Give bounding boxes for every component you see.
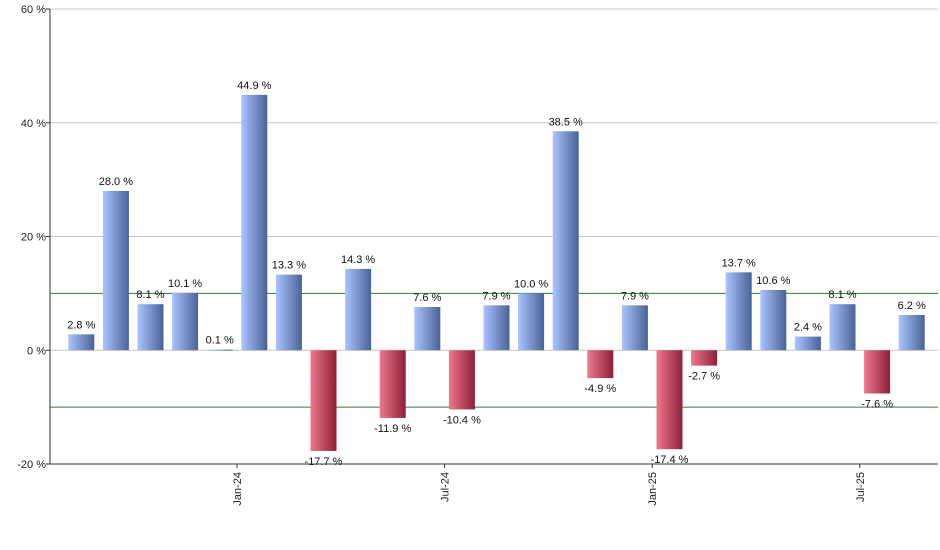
bar <box>621 305 648 351</box>
data-label: 13.7 % <box>722 257 756 269</box>
x-tick-label: Jan-24 <box>232 472 244 506</box>
bar <box>656 350 683 450</box>
bar <box>483 305 510 351</box>
y-tick-label: -20 % <box>17 459 46 471</box>
bar <box>587 350 614 379</box>
data-label: -11.9 % <box>374 423 411 435</box>
bar <box>414 307 441 351</box>
bar <box>275 274 302 351</box>
bars <box>68 94 925 451</box>
data-label: 14.3 % <box>341 254 375 266</box>
y-tick-label: 20 % <box>21 232 46 244</box>
data-label: 7.9 % <box>621 290 649 302</box>
bar <box>864 350 891 394</box>
data-label: 2.8 % <box>67 319 95 331</box>
bar <box>552 131 579 351</box>
data-label: -2.7 % <box>688 371 720 383</box>
y-tick-label: 60 % <box>21 4 46 16</box>
data-label: 7.9 % <box>482 290 510 302</box>
bar <box>448 350 475 410</box>
bar <box>829 304 856 351</box>
data-label: 2.4 % <box>794 322 822 334</box>
data-label: 7.6 % <box>413 292 441 304</box>
data-labels: 2.8 % 28.0 % 8.1 % 10.1 % 0.1 % 44.9 % 13.3 % -… <box>67 80 926 468</box>
data-label: 44.9 % <box>237 80 271 92</box>
data-label: 10.0 % <box>514 278 548 290</box>
bar <box>206 349 233 351</box>
bar <box>102 191 129 351</box>
x-tick-label: Jul-24 <box>440 472 452 502</box>
bar <box>725 272 752 351</box>
data-label: 8.1 % <box>828 289 856 301</box>
data-label: -7.6 % <box>861 398 893 410</box>
data-label: -4.9 % <box>584 383 616 395</box>
y-tick-label: 0 % <box>27 345 46 357</box>
bar <box>172 292 199 351</box>
data-label: -17.4 % <box>651 454 689 466</box>
bar <box>898 314 925 351</box>
data-label: -10.4 % <box>443 414 481 426</box>
data-label: 13.3 % <box>272 260 306 272</box>
bar <box>794 336 821 351</box>
bar <box>518 293 545 351</box>
data-label: 28.0 % <box>99 176 133 188</box>
bar <box>310 350 337 451</box>
bar <box>345 268 372 351</box>
bar <box>379 350 406 418</box>
x-tick-label: Jan-25 <box>647 472 659 506</box>
data-label: 10.6 % <box>756 275 790 287</box>
bar <box>137 304 164 351</box>
data-label: 0.1 % <box>206 335 234 347</box>
data-label: 10.1 % <box>168 278 202 290</box>
data-label: -17.7 % <box>305 456 343 468</box>
x-tick-label: Jul-25 <box>855 472 867 502</box>
bar <box>68 334 95 351</box>
data-label: 38.5 % <box>549 116 583 128</box>
data-label: 6.2 % <box>898 300 926 312</box>
bar <box>760 289 787 351</box>
y-tick-label: 40 % <box>21 118 46 130</box>
bar <box>691 350 718 366</box>
axes: -20 % 0 % 20 % 40 % 60 % Jan-24 Jul-24 Jan-25 Ju… <box>17 4 938 506</box>
bar <box>241 94 268 351</box>
data-label: 8.1 % <box>136 289 164 301</box>
